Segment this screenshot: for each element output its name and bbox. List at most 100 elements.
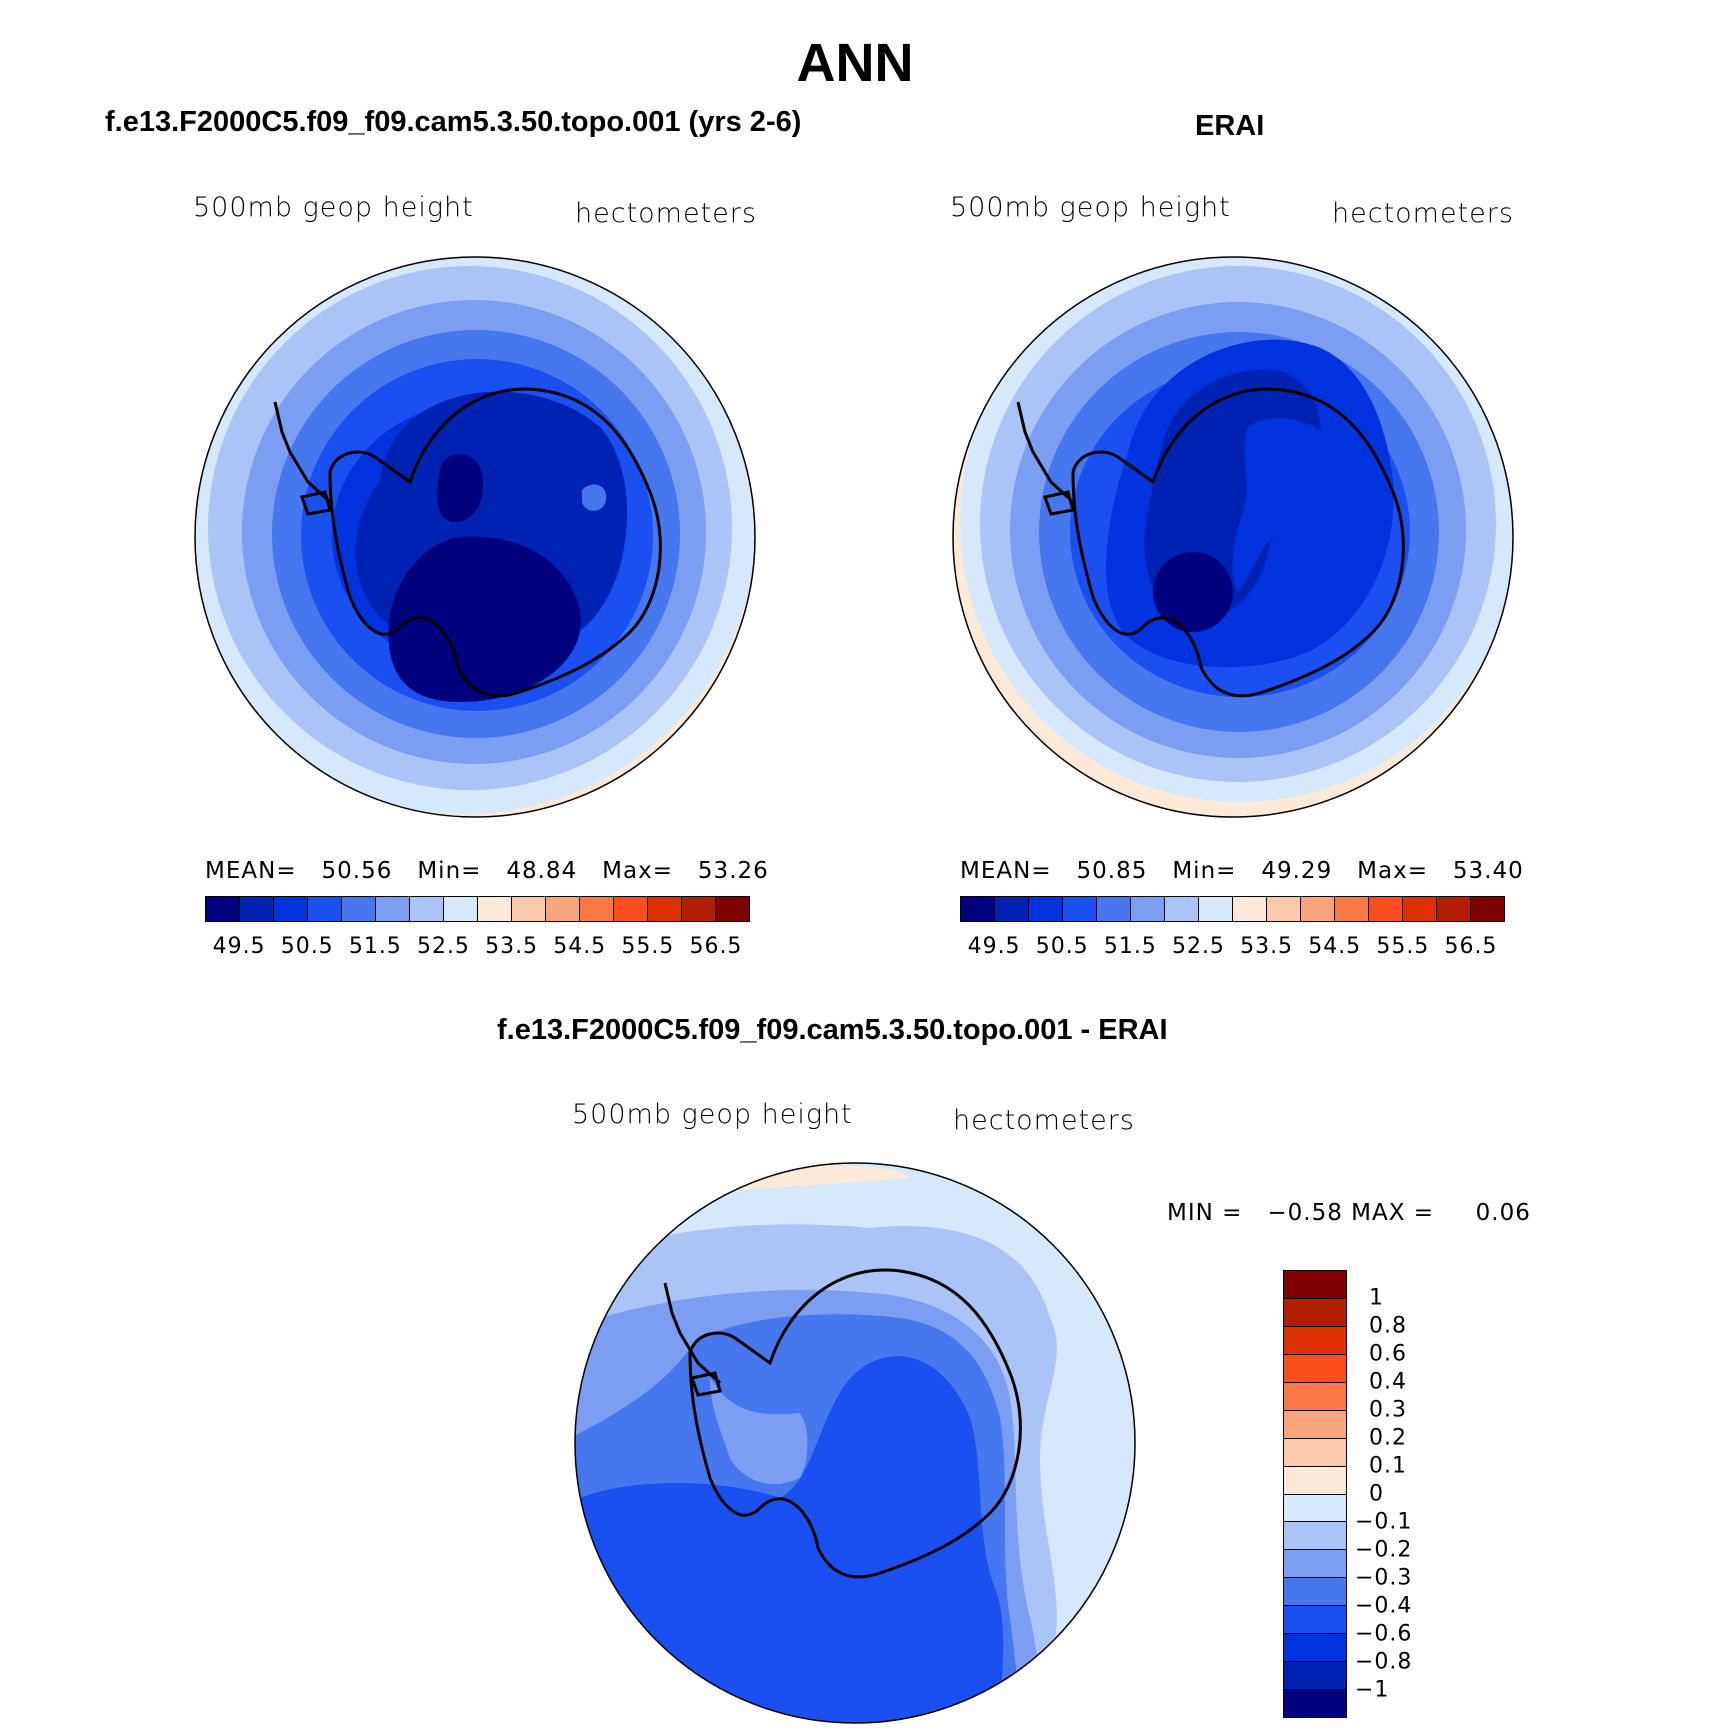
panel-obs-variable: 500mb geop height <box>950 192 1231 223</box>
colorbar-swatch <box>1097 897 1131 921</box>
colorbar-tick-label: −1 <box>1355 1677 1390 1703</box>
diff-region-neg0.6 <box>575 1356 1004 1723</box>
colorbar-tick-label: −0.8 <box>1355 1649 1413 1675</box>
model-region-49.5-low2 <box>437 454 484 522</box>
colorbar-swatch <box>1284 1326 1346 1355</box>
panel-obs-stats: MEAN= 50.85 Min= 49.29 Max= 53.40 <box>960 858 1524 884</box>
colorbar-swatch <box>648 897 682 921</box>
model-region-small <box>582 484 607 511</box>
diff-map-border <box>574 1162 1136 1724</box>
panel-obs-map <box>952 256 1514 818</box>
colorbar-swatch <box>1284 1466 1346 1495</box>
colorbar-swatch <box>444 897 478 921</box>
panel-obs-colorbar-labels: 49.5 50.5 51.5 52.5 53.5 54.5 55.5 56.5 <box>960 934 1505 962</box>
colorbar-swatch <box>1284 1662 1346 1691</box>
colorbar-swatch <box>1284 1298 1346 1327</box>
panel-obs-title: ERAI <box>1195 110 1265 142</box>
panel-model-title: f.e13.F2000C5.f09_f09.cam5.3.50.topo.001… <box>105 106 802 138</box>
diff-antarctica-coastline <box>688 1268 1022 1579</box>
colorbar-swatch <box>1284 1271 1346 1299</box>
panel-diff-variable: 500mb geop height <box>572 1099 853 1130</box>
obs-peninsula-coastline <box>1016 401 1075 516</box>
colorbar-swatch <box>546 897 580 921</box>
colorbar-tick-label: −0.2 <box>1355 1537 1413 1563</box>
colorbar-swatch <box>1284 1634 1346 1663</box>
colorbar-tick-label: −0.6 <box>1355 1621 1413 1647</box>
colorbar-tick-label: −0.4 <box>1355 1593 1413 1619</box>
colorbar-tick-label: 55.5 <box>621 934 675 959</box>
colorbar-swatch <box>961 897 995 921</box>
colorbar-swatch <box>1403 897 1437 921</box>
panel-diff-stats: MIN = −0.58 MAX = 0.06 <box>1167 1200 1531 1226</box>
panel-model-map <box>194 256 756 818</box>
panel-diff-colorbar-labels: 1 0.8 0.6 0.4 0.3 0.2 0.1 0 −0.1 −0.2 −0.3 −0.4 −0.6… <box>1355 1270 1475 1718</box>
colorbar-swatch <box>376 897 410 921</box>
colorbar-swatch <box>1437 897 1471 921</box>
colorbar-swatch <box>512 897 546 921</box>
colorbar-swatch <box>1284 1606 1346 1635</box>
colorbar-tick-label: 0.1 <box>1369 1453 1407 1479</box>
model-antarctica-coastline <box>328 387 662 698</box>
diff-peninsula-coastline <box>663 1282 722 1397</box>
colorbar-swatch <box>1063 897 1097 921</box>
colorbar-swatch <box>1301 897 1335 921</box>
colorbar-swatch <box>1284 1410 1346 1439</box>
colorbar-swatch <box>1369 897 1403 921</box>
colorbar-swatch <box>1131 897 1165 921</box>
colorbar-swatch <box>1284 1354 1346 1383</box>
colorbar-tick-label: 0.4 <box>1369 1369 1407 1395</box>
colorbar-swatch <box>1284 1382 1346 1411</box>
colorbar-swatch <box>206 897 240 921</box>
panel-model-variable: 500mb geop height <box>193 192 474 223</box>
colorbar-tick-label: 0.3 <box>1369 1397 1407 1423</box>
colorbar-swatch <box>1199 897 1233 921</box>
colorbar-tick-label: 54.5 <box>1308 934 1362 959</box>
colorbar-swatch <box>580 897 614 921</box>
colorbar-swatch <box>995 897 1029 921</box>
colorbar-swatch <box>1284 1438 1346 1467</box>
colorbar-tick-label: 0.8 <box>1369 1313 1407 1339</box>
colorbar-tick-label: 51.5 <box>1103 934 1157 959</box>
colorbar-tick-label: 0.2 <box>1369 1425 1407 1451</box>
colorbar-swatch <box>716 897 749 921</box>
obs-region-50.5-inner <box>1232 418 1334 592</box>
panel-obs-units: hectometers <box>1332 198 1514 229</box>
colorbar-tick-label: 56.5 <box>1444 934 1498 959</box>
obs-map-border <box>952 256 1514 818</box>
colorbar-swatch <box>274 897 308 921</box>
colorbar-tick-label: 50.5 <box>1035 934 1089 959</box>
colorbar-tick-label: 52.5 <box>416 934 470 959</box>
colorbar-tick-label: 52.5 <box>1171 934 1225 959</box>
colorbar-swatch <box>478 897 512 921</box>
colorbar-tick-label: −0.1 <box>1355 1509 1413 1535</box>
panel-model-stats: MEAN= 50.56 Min= 48.84 Max= 53.26 <box>205 858 769 884</box>
colorbar-swatch <box>1284 1690 1346 1717</box>
colorbar-tick-label: 55.5 <box>1376 934 1430 959</box>
colorbar-tick-label: 54.5 <box>553 934 607 959</box>
colorbar-tick-label: 53.5 <box>1240 934 1294 959</box>
panel-model-colorbar <box>205 896 750 922</box>
colorbar-tick-label: 51.5 <box>348 934 402 959</box>
colorbar-tick-label: 0.6 <box>1369 1341 1407 1367</box>
diff-region-lighter <box>710 1378 808 1485</box>
colorbar-tick-label: 1 <box>1369 1285 1384 1311</box>
colorbar-tick-label: 50.5 <box>280 934 334 959</box>
model-peninsula-coastline <box>273 401 332 516</box>
panel-model-units: hectometers <box>575 198 757 229</box>
colorbar-swatch <box>1267 897 1301 921</box>
model-region-49.5-low <box>388 536 581 702</box>
model-map-border <box>194 256 756 818</box>
colorbar-swatch <box>682 897 716 921</box>
colorbar-swatch <box>1284 1522 1346 1551</box>
panel-diff-map <box>574 1162 1136 1724</box>
colorbar-tick-label: 0 <box>1369 1481 1384 1507</box>
colorbar-swatch <box>342 897 376 921</box>
colorbar-swatch <box>1165 897 1199 921</box>
colorbar-swatch <box>1284 1550 1346 1579</box>
main-title: ANN <box>796 33 914 93</box>
colorbar-tick-label: −0.3 <box>1355 1565 1413 1591</box>
panel-diff-title: f.e13.F2000C5.f09_f09.cam5.3.50.topo.001… <box>497 1014 1168 1046</box>
colorbar-swatch <box>1029 897 1063 921</box>
colorbar-swatch <box>1335 897 1369 921</box>
colorbar-swatch <box>1284 1494 1346 1523</box>
